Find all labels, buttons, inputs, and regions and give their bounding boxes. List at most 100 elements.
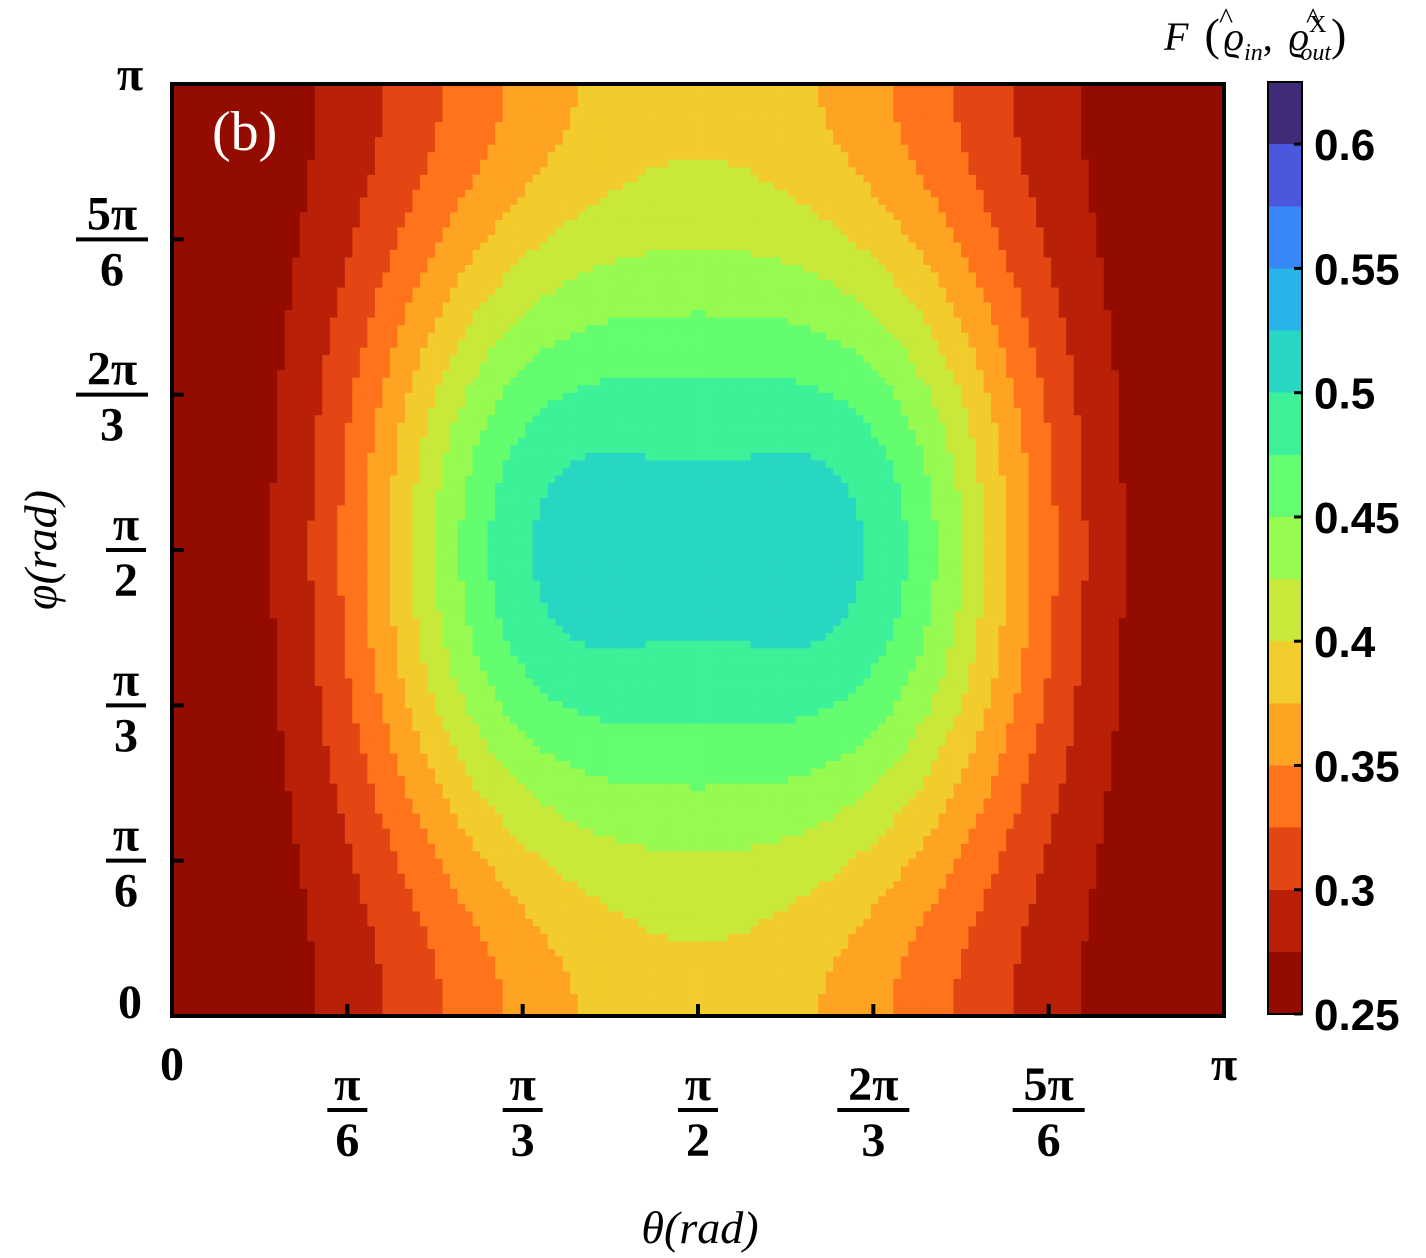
contour-cell <box>284 670 293 679</box>
contour-cell <box>367 99 376 108</box>
contour-cell <box>179 362 188 371</box>
contour-cell <box>412 429 421 438</box>
contour-cell <box>450 662 459 671</box>
contour-cell <box>277 519 286 529</box>
contour-cell <box>194 918 203 927</box>
contour-cell <box>262 985 271 995</box>
contour-cell <box>277 264 286 273</box>
contour-cell <box>412 933 421 942</box>
contour-cell <box>404 1000 414 1010</box>
contour-cell <box>374 279 383 288</box>
contour-cell <box>277 159 286 168</box>
contour-cell <box>299 159 308 168</box>
contour-cell <box>172 828 181 837</box>
contour-cell <box>435 632 444 641</box>
contour-cell <box>404 752 414 762</box>
contour-cell <box>329 850 338 859</box>
contour-cell <box>412 414 421 423</box>
contour-cell <box>465 474 474 483</box>
contour-cell <box>217 790 226 799</box>
contour-cell <box>179 715 188 724</box>
contour-cell <box>284 166 293 175</box>
contour-cell <box>299 625 308 634</box>
contour-cell <box>457 662 466 671</box>
contour-cell <box>465 399 474 408</box>
contour-cell <box>412 970 421 980</box>
contour-cell <box>427 813 436 822</box>
contour-cell <box>254 790 263 799</box>
contour-cell <box>307 249 316 258</box>
contour-cell <box>217 286 226 296</box>
contour-cell <box>352 452 361 461</box>
contour-cell <box>254 662 263 671</box>
contour-cell <box>419 610 429 619</box>
contour-cell <box>269 256 278 265</box>
contour-cell <box>412 835 421 844</box>
contour-cell <box>172 91 181 100</box>
contour-cell <box>307 106 316 115</box>
contour-cell <box>277 527 286 536</box>
contour-cell <box>359 482 368 491</box>
contour-cell <box>187 362 196 371</box>
contour-cell <box>344 467 353 476</box>
contour-cell <box>382 271 391 281</box>
contour-cell <box>367 610 376 619</box>
contour-cell <box>269 985 278 995</box>
contour-cell <box>382 767 391 777</box>
contour-cell <box>344 640 353 649</box>
contour-cell <box>404 482 414 491</box>
contour-cell <box>239 1000 248 1010</box>
contour-cell <box>465 550 474 559</box>
contour-cell <box>465 226 474 235</box>
contour-bands <box>172 84 1225 1017</box>
contour-cell <box>382 542 391 551</box>
contour-cell <box>217 84 226 93</box>
contour-cell <box>269 159 278 168</box>
contour-cell <box>397 429 406 438</box>
contour-cell <box>352 715 361 724</box>
contour-cell <box>262 858 271 867</box>
contour-cell <box>367 129 376 138</box>
contour-cell <box>307 347 316 356</box>
contour-cell <box>292 993 301 1002</box>
contour-cell <box>412 354 421 363</box>
contour-cell <box>352 662 361 671</box>
contour-cell <box>269 271 278 281</box>
contour-cell <box>314 580 323 589</box>
contour-cell <box>419 317 429 326</box>
contour-cell <box>299 429 308 438</box>
contour-cell <box>419 617 429 626</box>
contour-cell <box>202 542 211 551</box>
contour-cell <box>352 557 361 566</box>
contour-cell <box>269 948 278 957</box>
contour-cell <box>179 805 188 814</box>
contour-cell <box>307 730 316 739</box>
contour-cell <box>344 610 353 619</box>
contour-cell <box>209 722 218 731</box>
contour-cell <box>284 151 293 160</box>
contour-cell <box>254 226 263 235</box>
contour-cell <box>419 407 429 416</box>
contour-cell <box>412 850 421 859</box>
contour-cell <box>224 332 233 341</box>
contour-cell <box>397 527 406 536</box>
contour-cell <box>359 542 368 551</box>
contour-cell <box>277 865 286 874</box>
contour-cell <box>262 993 271 1002</box>
contour-cell <box>457 903 466 912</box>
contour-cell <box>307 437 316 446</box>
contour-cell <box>269 813 278 822</box>
contour-cell <box>457 159 466 168</box>
contour-cell <box>194 114 203 123</box>
contour-cell <box>344 332 353 341</box>
contour-cell <box>450 963 459 972</box>
contour-cell <box>232 888 241 897</box>
contour-cell <box>412 692 421 701</box>
contour-cell <box>427 707 436 716</box>
contour-cell <box>187 377 196 386</box>
contour-cell <box>277 309 286 318</box>
contour-cell <box>202 948 211 957</box>
contour-cell <box>292 286 301 296</box>
contour-cell <box>299 602 308 611</box>
contour-cell <box>284 534 293 544</box>
